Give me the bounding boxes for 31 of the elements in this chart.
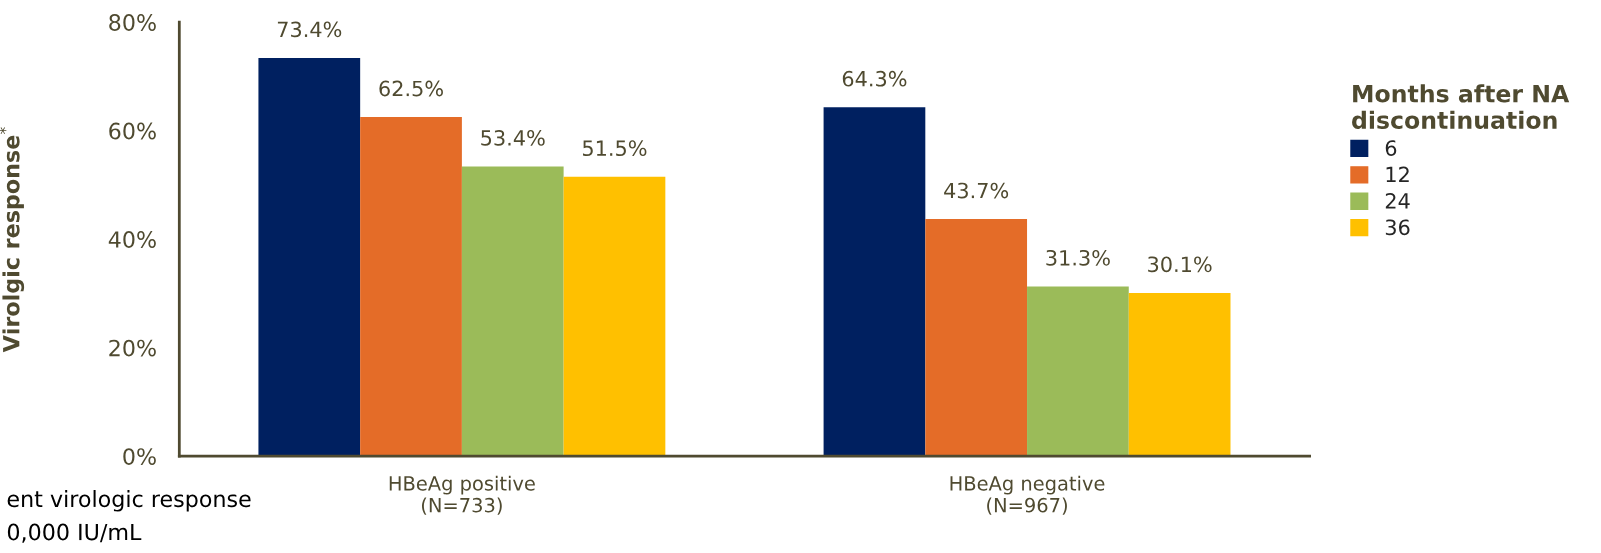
legend-title: Months after NA discontinuation [1352,84,1570,129]
y-tick-label: 60% [109,122,156,140]
bar [563,176,666,457]
y-tick-label: 0% [123,448,156,465]
legend-label: 36 [1385,219,1410,236]
bar [823,107,926,457]
legend-label: 12 [1386,166,1409,183]
text: 0,000 IU/mL [7,523,142,543]
data-label: 30.1% [1148,256,1212,273]
bar [1128,292,1231,457]
data-label: 31.3% [1046,249,1110,266]
y-axis-title: Virolgic response$^{*}$ [0,127,25,353]
data-label: 51.5% [583,140,647,157]
data-label: 73.4% [277,21,342,38]
bar [461,166,564,457]
bar [360,117,462,457]
legend-label: 24 [1385,193,1410,209]
bar [1027,286,1129,457]
data-label: 64.3% [842,70,907,87]
y-tick-label: 20% [109,339,156,357]
y-tick-label: 40% [108,231,156,248]
data-label: 43.7% [944,182,1009,199]
data-label: 53.4% [481,130,545,146]
y-tick-label: 80% [109,14,156,31]
x-tick-label: HBeAg positive (N=733) [389,475,535,515]
bar [925,219,1028,457]
x-tick-label: HBeAg negative (N=967) [950,475,1105,515]
data-label: 62.5% [379,80,443,97]
legend-label: 6 [1385,140,1397,156]
bar [258,57,361,457]
text: ent virologic response [7,490,251,512]
